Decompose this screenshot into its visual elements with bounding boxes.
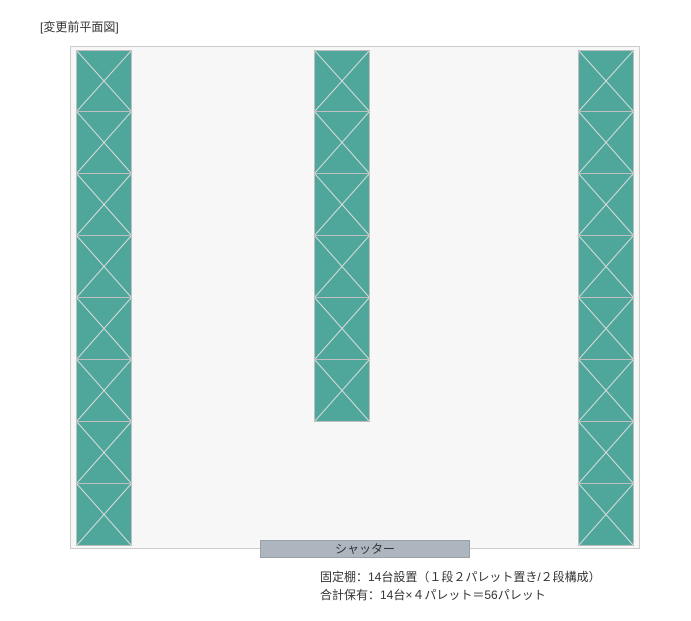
rack-cell bbox=[314, 112, 370, 174]
rack-cell bbox=[76, 298, 132, 360]
rack-cell bbox=[578, 236, 634, 298]
rack-cell bbox=[76, 174, 132, 236]
rack-cell bbox=[76, 422, 132, 484]
rack-cell bbox=[578, 360, 634, 422]
rack-cell bbox=[578, 422, 634, 484]
rack-cell bbox=[76, 50, 132, 112]
rack-cell bbox=[76, 360, 132, 422]
shutter-bar: シャッター bbox=[260, 540, 470, 558]
caption-line-2: 合計保有：14台×４パレット＝56パレット bbox=[320, 588, 546, 602]
rack-cell bbox=[578, 112, 634, 174]
rack-cell bbox=[314, 298, 370, 360]
rack-cell bbox=[314, 236, 370, 298]
page: [変更前平面図] シャッター 固定棚：14台設置（１段２パレット置き/２段構成）… bbox=[0, 0, 691, 621]
rack-cell bbox=[578, 50, 634, 112]
rack-col-center bbox=[314, 50, 370, 422]
diagram-title: [変更前平面図] bbox=[40, 18, 119, 35]
rack-cell bbox=[578, 484, 634, 546]
rack-col-left bbox=[76, 50, 132, 546]
rack-cell bbox=[76, 236, 132, 298]
caption-line-1: 固定棚：14台設置（１段２パレット置き/２段構成） bbox=[320, 570, 601, 584]
rack-cell bbox=[578, 174, 634, 236]
rack-cell bbox=[578, 298, 634, 360]
rack-cell bbox=[76, 484, 132, 546]
diagram-caption: 固定棚：14台設置（１段２パレット置き/２段構成） 合計保有：14台×４パレット… bbox=[320, 568, 601, 604]
rack-cell bbox=[314, 50, 370, 112]
rack-col-right bbox=[578, 50, 634, 546]
rack-cell bbox=[314, 360, 370, 422]
rack-cell bbox=[314, 174, 370, 236]
rack-cell bbox=[76, 112, 132, 174]
shutter-label: シャッター bbox=[335, 542, 395, 556]
